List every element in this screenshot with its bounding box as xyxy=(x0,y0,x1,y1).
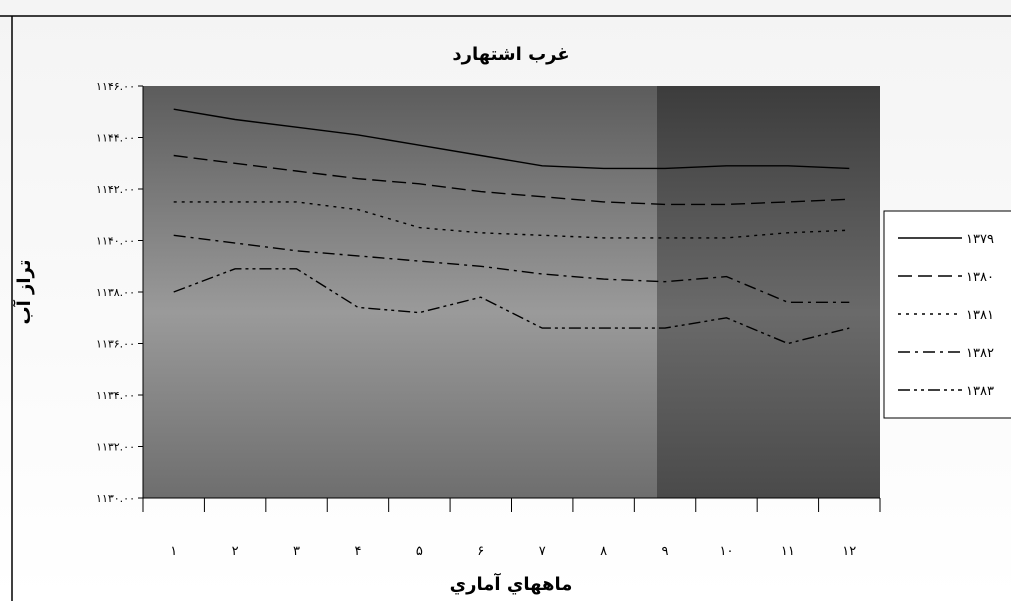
x-tick-label: ۶ xyxy=(477,544,484,559)
legend-label-1: ۱۳۷۹ xyxy=(966,232,994,247)
y-tick-label: ۱۱۳۶.۰۰ xyxy=(96,338,135,351)
y-tick-label: ۱۱۳۴.۰۰ xyxy=(96,389,135,402)
y-axis-title: تراز آب xyxy=(12,259,35,324)
y-axis: ۱۱۴۶.۰۰ ۱۱۴۴.۰۰ ۱۱۴۲.۰۰ ۱۱۴۰.۰۰ ۱۱۳۸.۰۰ ۱۱۳۶.… xyxy=(96,80,144,505)
y-tick-label: ۱۱۴۲.۰۰ xyxy=(96,183,135,196)
series-line-1 xyxy=(173,108,850,170)
legend-label-3: ۱۳۸۱ xyxy=(966,308,994,323)
y-tick-label: ۱۱۴۶.۰۰ xyxy=(96,80,135,93)
chart-title: غرب اشتهارد xyxy=(452,44,569,65)
x-axis: ۱ ۲ ۳ ۴ ۵ ۶ ۷ ۸ ۹ ۱۰ ۱۱ ۱۲ xyxy=(142,497,881,559)
legend-label-2: ۱۳۸۰ xyxy=(966,270,994,285)
x-axis-title: ماههاي آماري xyxy=(450,572,573,595)
x-tick-label: ۳ xyxy=(293,544,300,559)
series-line-3 xyxy=(173,201,850,239)
x-tick-label: ۲ xyxy=(232,544,239,559)
legend: ۱۳۷۹ ۱۳۸۰ ۱۳۸۱ ۱۳۸۲ ۱۳۸۳ xyxy=(883,210,1011,419)
series-lines xyxy=(173,108,850,345)
y-tick-label: ۱۱۳۸.۰۰ xyxy=(96,286,135,299)
plot-area-shaded-region xyxy=(657,86,880,498)
x-tick-label: ۸ xyxy=(600,544,607,559)
x-tick-label: ۵ xyxy=(416,544,423,559)
x-tick-label: ۷ xyxy=(539,544,546,559)
x-tick-label: ۴ xyxy=(354,544,361,559)
y-tick-label: ۱۱۴۴.۰۰ xyxy=(96,132,135,145)
x-tick-label: ۱۰ xyxy=(719,544,733,559)
y-tick-label: ۱۱۴۰.۰۰ xyxy=(96,235,135,248)
legend-label-5: ۱۳۸۳ xyxy=(966,384,994,399)
series-line-2 xyxy=(173,154,850,206)
x-tick-label: ۱۱ xyxy=(781,544,795,559)
legend-label-4: ۱۳۸۲ xyxy=(966,346,994,361)
y-tick-label: ۱۱۳۲.۰۰ xyxy=(96,441,135,454)
x-tick-label: ۱ xyxy=(170,544,177,559)
x-tick-label: ۱۲ xyxy=(842,544,856,559)
x-tick-label: ۹ xyxy=(662,544,669,559)
y-tick-label: ۱۱۳۰.۰۰ xyxy=(96,492,135,505)
